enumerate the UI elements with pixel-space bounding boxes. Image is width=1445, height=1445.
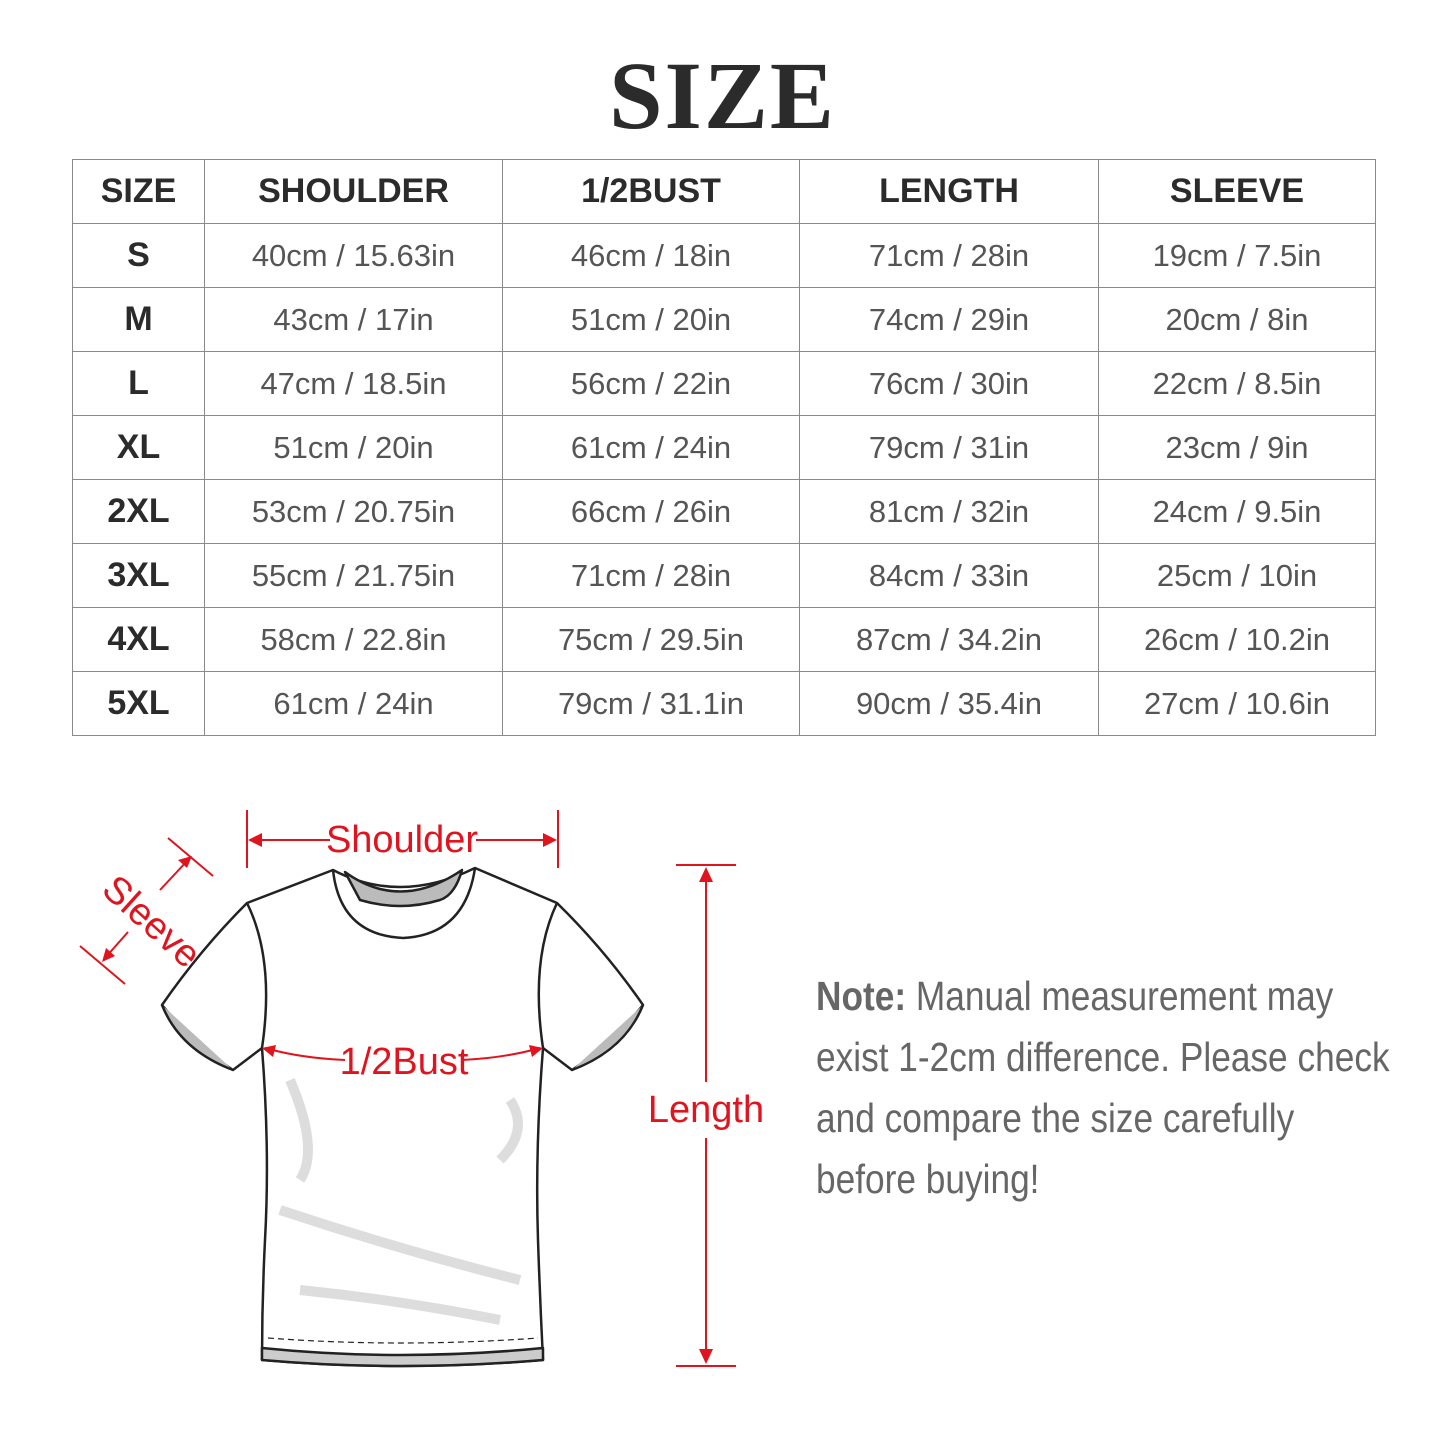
sleeve-label: Sleeve [94, 867, 208, 976]
size-cell: 2XL [72, 479, 205, 544]
measurement-cell: 79cm / 31.1in [502, 671, 800, 736]
measurement-cell: 51cm / 20in [502, 287, 800, 352]
table-row: 5XL 61cm / 24in 79cm / 31.1in 90cm / 35.4in… [72, 671, 1376, 736]
measurement-cell: 74cm / 29in [799, 287, 1099, 352]
sleeve-measure [79, 837, 214, 985]
note-body: Manual measurement may exist 1-2cm diffe… [816, 973, 1390, 1202]
measurement-cell: 84cm / 33in [799, 543, 1099, 608]
table-row: 3XL 55cm / 21.75in 71cm / 28in 84cm / 33in 2… [72, 543, 1376, 608]
measurement-cell: 23cm / 9in [1098, 415, 1376, 480]
shoulder-label: Shoulder [326, 819, 478, 861]
measurement-cell: 46cm / 18in [502, 223, 800, 288]
table-row: M 43cm / 17in 51cm / 20in 74cm / 29in 20cm /… [72, 287, 1376, 352]
measurement-cell: 20cm / 8in [1098, 287, 1376, 352]
measurement-cell: 81cm / 32in [799, 479, 1099, 544]
table-row: XL 51cm / 20in 61cm / 24in 79cm / 31in 23cm … [72, 415, 1376, 480]
measurement-cell: 27cm / 10.6in [1098, 671, 1376, 736]
measurement-cell: 19cm / 7.5in [1098, 223, 1376, 288]
measurement-cell: 26cm / 10.2in [1098, 607, 1376, 672]
measurement-cell: 51cm / 20in [204, 415, 503, 480]
measurement-cell: 24cm / 9.5in [1098, 479, 1376, 544]
measurement-cell: 79cm / 31in [799, 415, 1099, 480]
measurement-cell: 22cm / 8.5in [1098, 351, 1376, 416]
table-row: S 40cm / 15.63in 46cm / 18in 71cm / 28in 19c… [72, 223, 1376, 288]
measurement-cell: 43cm / 17in [204, 287, 503, 352]
measurement-cell: 90cm / 35.4in [799, 671, 1099, 736]
column-header: 1/2BUST [502, 159, 800, 224]
table-row: 2XL 53cm / 20.75in 66cm / 26in 81cm / 32in 2… [72, 479, 1376, 544]
measurement-cell: 56cm / 22in [502, 351, 800, 416]
measurement-cell: 75cm / 29.5in [502, 607, 800, 672]
note-text: Note: Manual measurement may exist 1-2cm… [816, 966, 1401, 1210]
measurement-cell: 25cm / 10in [1098, 543, 1376, 608]
measurement-cell: 47cm / 18.5in [204, 351, 503, 416]
note-label: Note: [816, 973, 907, 1019]
column-header: LENGTH [799, 159, 1099, 224]
tshirt-illustration [160, 866, 645, 1368]
bust-measure [262, 1045, 543, 1061]
table-header-row: SIZE SHOULDER 1/2BUST LENGTH SLEEVE [72, 159, 1376, 224]
size-cell: 4XL [72, 607, 205, 672]
size-cell: 5XL [72, 671, 205, 736]
shoulder-measure [246, 810, 559, 868]
measurement-cell: 58cm / 22.8in [204, 607, 503, 672]
table-row: L 47cm / 18.5in 56cm / 22in 76cm / 30in 22cm… [72, 351, 1376, 416]
column-header: SLEEVE [1098, 159, 1376, 224]
measurement-cell: 53cm / 20.75in [204, 479, 503, 544]
column-header: SIZE [72, 159, 205, 224]
measurement-cell: 55cm / 21.75in [204, 543, 503, 608]
measurement-cell: 76cm / 30in [799, 351, 1099, 416]
length-label: Length [648, 1089, 764, 1131]
measurement-cell: 61cm / 24in [502, 415, 800, 480]
measurement-cell: 40cm / 15.63in [204, 223, 503, 288]
size-cell: S [72, 223, 205, 288]
bust-label: 1/2Bust [340, 1041, 469, 1083]
measurement-cell: 71cm / 28in [502, 543, 800, 608]
size-table: SIZE SHOULDER 1/2BUST LENGTH SLEEVE S 40cm / … [72, 159, 1376, 736]
size-cell: L [72, 351, 205, 416]
size-cell: M [72, 287, 205, 352]
measurement-cell: 61cm / 24in [204, 671, 503, 736]
size-cell: 3XL [72, 543, 205, 608]
page-title: SIZE [609, 42, 836, 149]
measurement-cell: 66cm / 26in [502, 479, 800, 544]
length-measure [676, 864, 736, 1367]
